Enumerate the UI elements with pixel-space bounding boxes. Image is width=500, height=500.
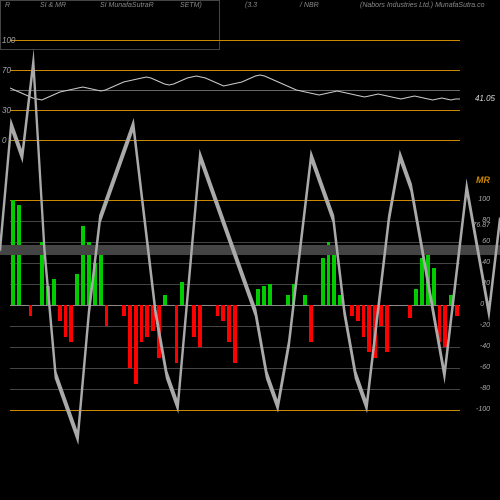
sub-line: [0, 0, 500, 500]
sub-panel: -33 -22: [0, 0, 220, 50]
